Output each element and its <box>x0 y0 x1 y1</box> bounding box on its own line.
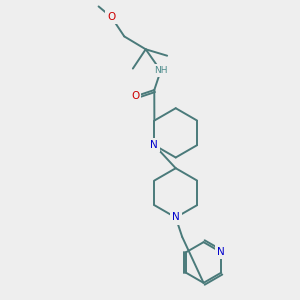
Text: N: N <box>217 247 225 257</box>
Text: N: N <box>151 140 158 150</box>
Text: O: O <box>131 92 139 101</box>
Text: N: N <box>172 212 180 223</box>
Text: O: O <box>107 12 116 22</box>
Text: NH: NH <box>154 66 167 75</box>
